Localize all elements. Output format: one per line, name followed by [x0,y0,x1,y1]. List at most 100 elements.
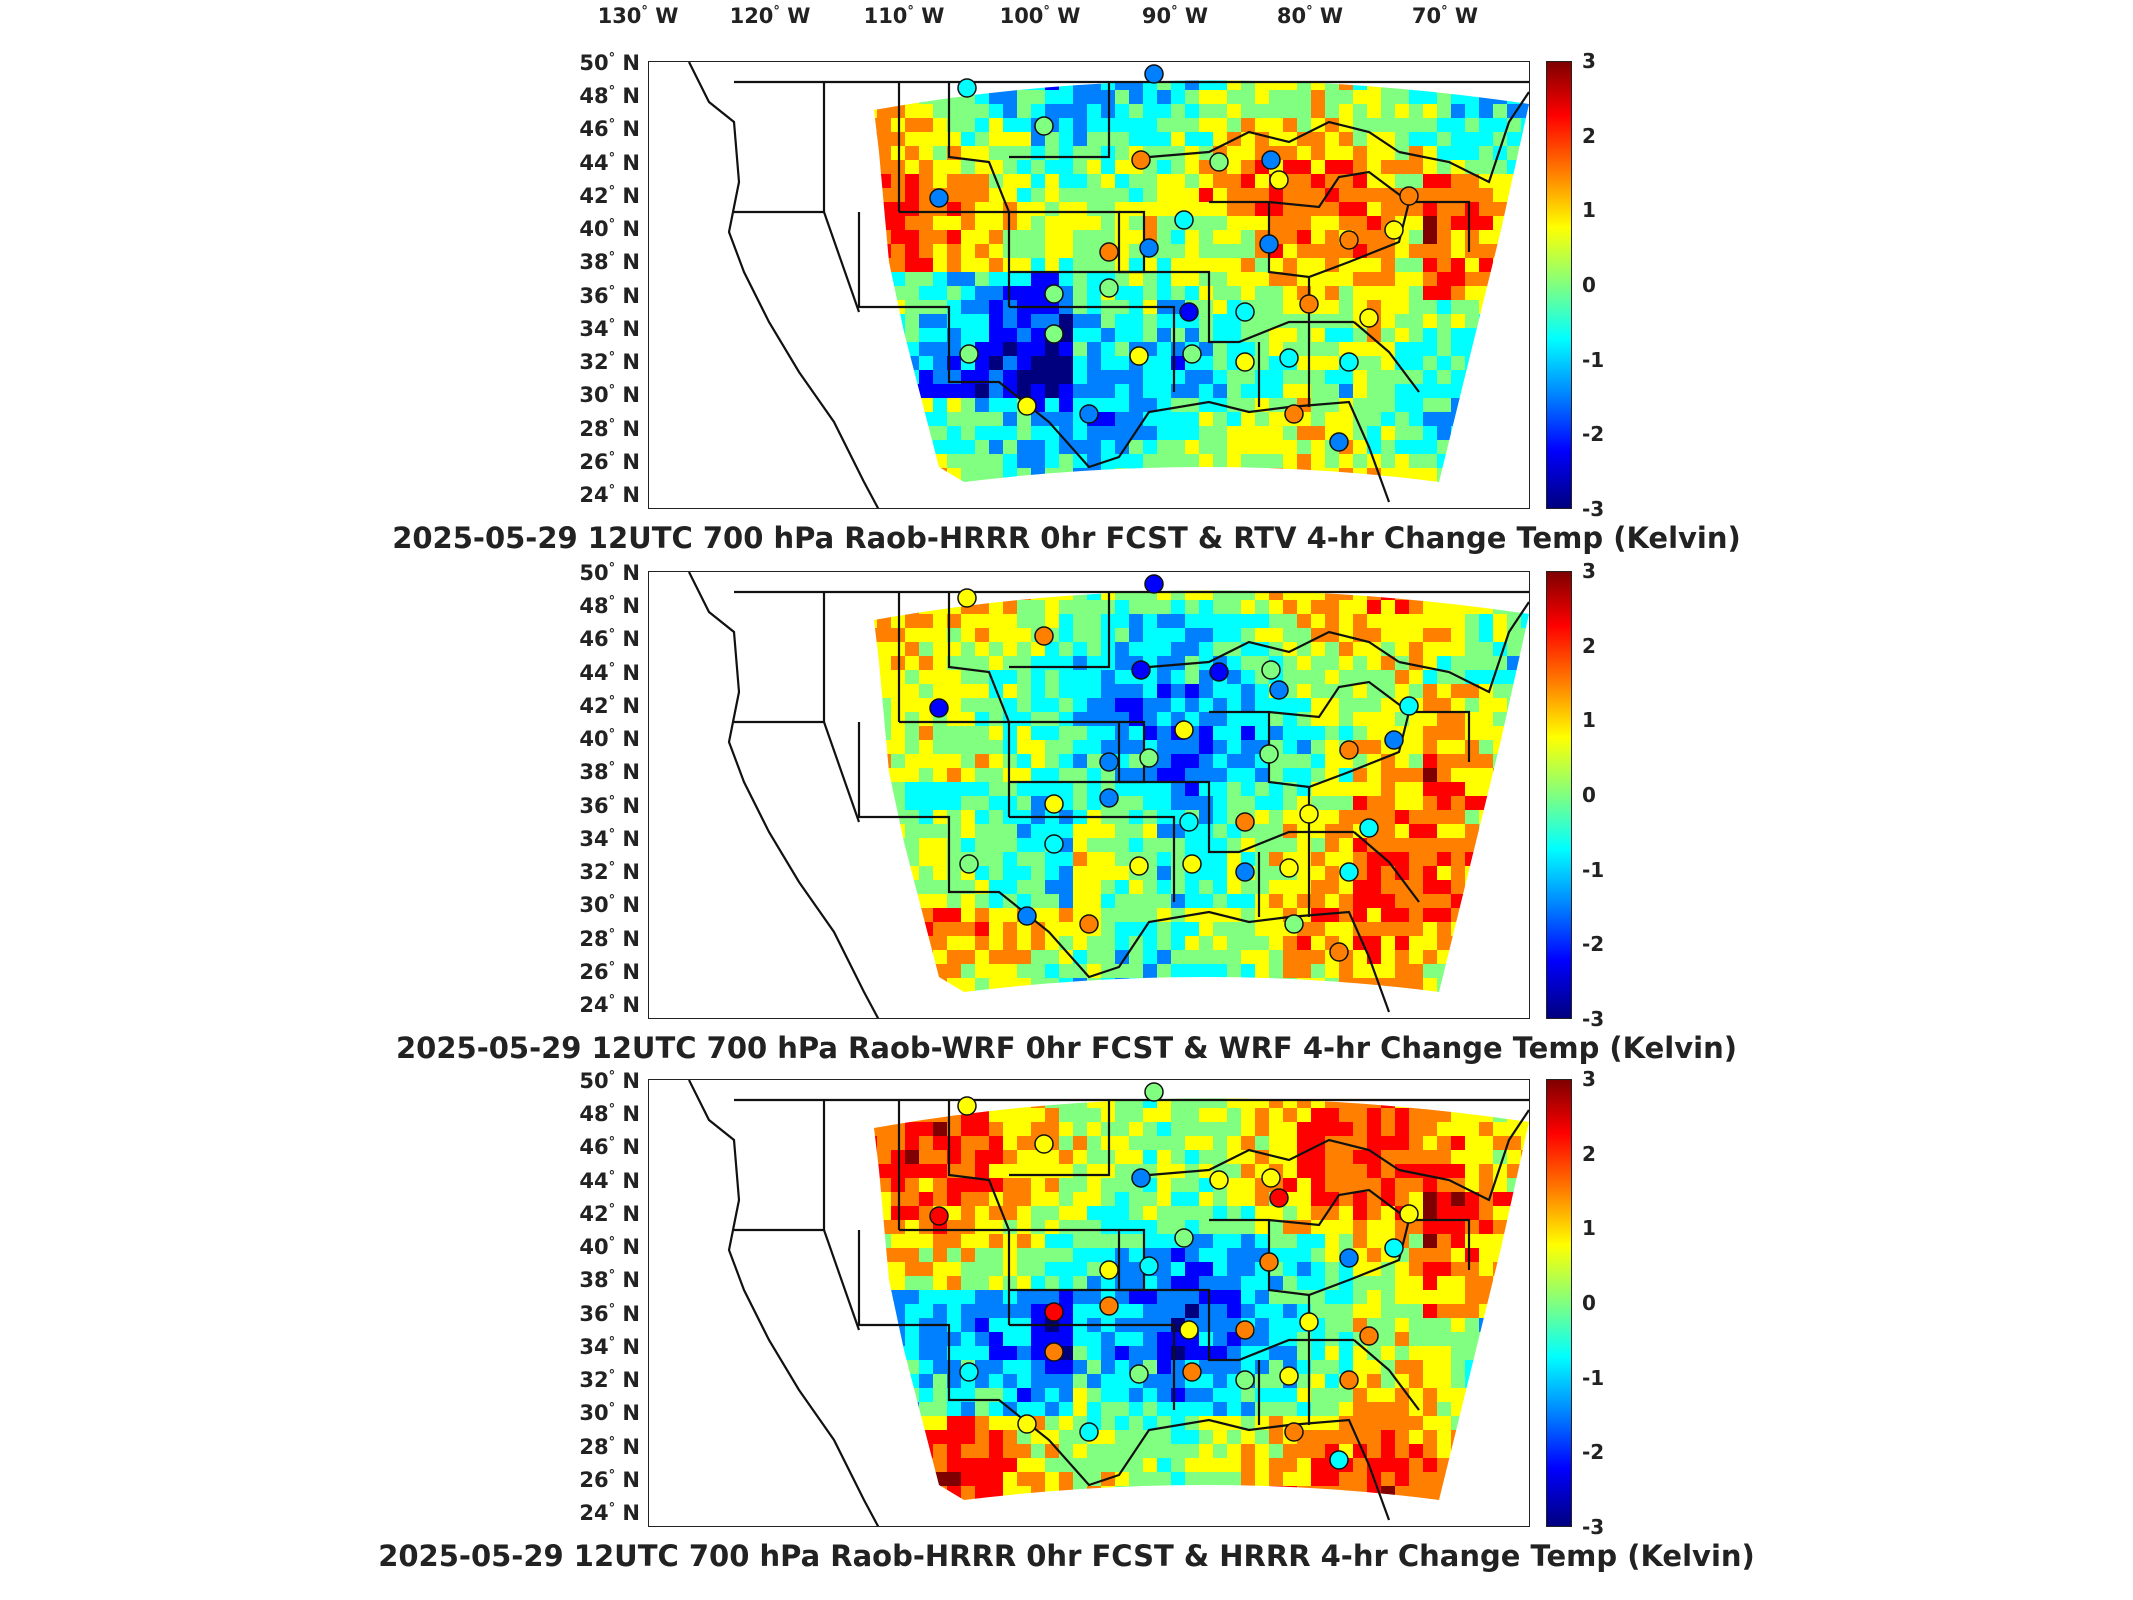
boundary-line [857,1230,1391,1521]
raob-station-marker [1099,1296,1119,1316]
boundary-line [947,82,1011,213]
map-panel-hrrr: 50° N 48° N 46° N 44° N 42° N 40° N 38° N 36° N… [0,1067,2133,1583]
latitude-tick-label: 28° N [579,926,640,951]
boundary-line [1009,305,1176,392]
colorbar-tick-label: 2 [1582,123,1596,148]
latitude-tick-label: 44° N [579,150,640,175]
raob-station-marker [1034,626,1054,646]
latitude-tick-label: 32° N [579,350,640,375]
colorbar-tick-label: 3 [1582,49,1596,73]
boundary-line [1409,200,1471,252]
raob-station-marker [1209,152,1229,172]
latitude-tick-label: 46° N [579,1135,640,1160]
raob-station-marker [1261,150,1281,170]
boundary-line [1009,1100,1111,1177]
raob-station-marker [1339,352,1359,372]
raob-station-marker [1339,1248,1359,1268]
raob-station-marker [1179,302,1199,322]
colorbar-tick-label: 0 [1582,273,1596,297]
latitude-tick-label: 38° N [579,250,640,275]
latitude-tick-label: 34° N [579,1334,640,1359]
raob-station-marker [1174,720,1194,740]
boundary-line [1009,210,1121,274]
raob-station-marker [1259,744,1279,764]
raob-station-marker [1209,662,1229,682]
raob-station-marker [1079,404,1099,424]
colorbar-tick-label: 1 [1582,708,1596,733]
raob-station-marker [929,698,949,718]
raob-station-marker [1399,696,1419,716]
boundary-line [947,1100,1011,1231]
colorbar-tick-label: 0 [1582,1291,1596,1315]
raob-station-marker [1299,294,1319,314]
raob-station-marker [1044,794,1064,814]
raob-station-marker [1034,116,1054,136]
raob-station-marker [1384,1238,1404,1258]
latitude-tick-label: 42° N [579,693,640,718]
colorbar-tick-label: 3 [1582,1067,1596,1091]
boundary-line [947,592,1011,723]
raob-station-marker [1299,1312,1319,1332]
raob-station-marker [1269,170,1289,190]
latitude-tick-label: 42° N [579,1201,640,1226]
colorbar-tick-label: -3 [1582,1007,1605,1031]
colorbar-tick-label: 2 [1582,633,1596,658]
latitude-tick-label: 48° N [579,1102,640,1127]
boundary-line [1398,1109,1529,1202]
boundary-line [734,1100,826,1232]
colorbar-tick-label: 1 [1582,1216,1596,1241]
temperature-field [874,590,1529,992]
raob-station-marker [1399,186,1419,206]
raob-station-marker [1299,804,1319,824]
raob-station-marker [1235,862,1255,882]
latitude-tick-label: 44° N [579,660,640,685]
raob-station-marker [1261,660,1281,680]
raob-station-marker [1182,344,1202,364]
latitude-tick-label: 28° N [579,1434,640,1459]
map-graphic [688,62,1529,508]
raob-station-marker [1131,150,1151,170]
raob-station-marker [1017,1414,1037,1434]
raob-station-marker [1284,914,1304,934]
raob-station-marker [1339,862,1359,882]
latitude-tick-label: 30° N [579,383,640,408]
raob-station-marker [1034,1134,1054,1154]
raob-station-marker [1339,740,1359,760]
raob-station-marker [1339,1370,1359,1390]
boundary-line [1009,1323,1176,1410]
boundary-line [1148,1138,1400,1177]
latitude-tick-label: 38° N [579,1268,640,1293]
raob-station-marker [1139,748,1159,768]
longitude-tick-label: 110° W [863,4,945,28]
boundary-line [1119,270,1354,344]
raob-station-marker [1139,238,1159,258]
raob-station-marker [1359,308,1379,328]
latitude-tick-label: 36° N [579,1301,640,1326]
raob-station-marker [1129,1364,1149,1384]
colorbar-tick-label: 0 [1582,783,1596,807]
raob-station-marker [1284,404,1304,424]
boundary-line [1409,710,1471,762]
colorbar-tick-label: -1 [1582,857,1605,882]
boundary-line [822,211,861,313]
latitude-tick-label: 26° N [579,449,640,474]
raob-station-marker [959,854,979,874]
raob-station-marker [1399,1204,1419,1224]
raob-station-marker [1384,220,1404,240]
colorbar [1546,61,1572,509]
raob-station-marker [1259,1252,1279,1272]
latitude-tick-label: 42° N [579,183,640,208]
raob-station-marker [1044,284,1064,304]
raob-station-marker [1179,1320,1199,1340]
raob-station-marker [1209,1170,1229,1190]
colorbar-tick-label: -1 [1582,347,1605,372]
raob-station-marker [929,188,949,208]
raob-station-marker [1329,942,1349,962]
longitude-tick-label: 100° W [999,4,1081,28]
longitude-tick-label: 70° W [1411,4,1479,28]
raob-station-marker [1284,1422,1304,1442]
boundary-line [688,1080,880,1526]
boundary-line [1119,1288,1354,1362]
boundary-line [857,722,1391,1013]
latitude-tick-label: 38° N [579,760,640,785]
